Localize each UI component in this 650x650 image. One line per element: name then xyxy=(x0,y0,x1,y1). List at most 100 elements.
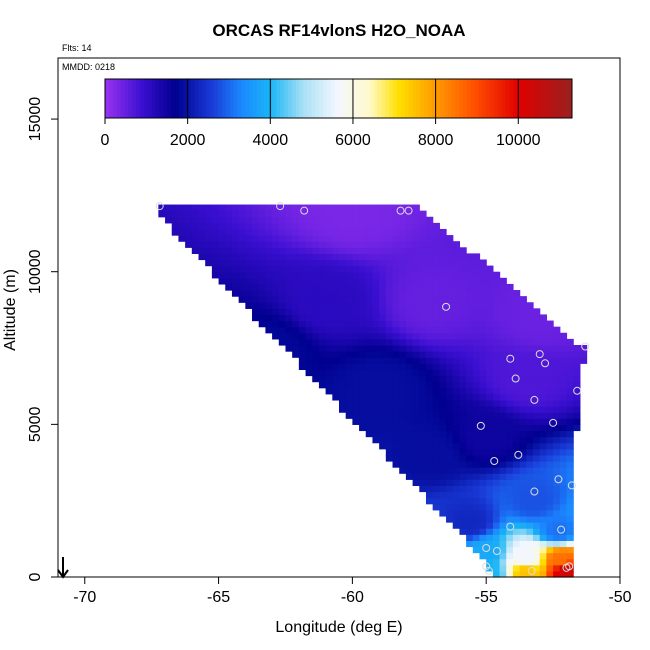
heatmap-cell xyxy=(292,271,300,279)
heatmap-cell xyxy=(292,277,300,285)
heatmap-cell xyxy=(439,277,447,285)
heatmap-cell xyxy=(352,338,360,346)
heatmap-cell xyxy=(519,552,527,560)
heatmap-cell xyxy=(412,442,420,450)
heatmap-cell xyxy=(425,357,434,364)
obs-point xyxy=(404,206,413,215)
heatmap-cell xyxy=(305,271,313,279)
heatmap-cell xyxy=(512,302,521,309)
heatmap-cell xyxy=(466,497,474,505)
heatmap-cell xyxy=(452,406,461,413)
colorbar-segment xyxy=(315,79,320,118)
heatmap-cell xyxy=(252,314,260,322)
heatmap-cell xyxy=(486,369,494,377)
colorbar-segment xyxy=(435,79,441,118)
heatmap-cell xyxy=(553,338,561,346)
heatmap-cell xyxy=(539,509,547,517)
heatmap-cell xyxy=(345,369,353,377)
heatmap-cell xyxy=(519,308,527,316)
heatmap-cell xyxy=(372,436,380,444)
heatmap-cell xyxy=(298,326,307,334)
heatmap-cell xyxy=(325,308,333,316)
heatmap-cell xyxy=(479,424,487,432)
heatmap-cell xyxy=(499,326,507,334)
heatmap-cell xyxy=(526,509,534,517)
heatmap-cell xyxy=(359,326,367,334)
heatmap-cell xyxy=(519,534,527,541)
heatmap-cell xyxy=(439,363,447,370)
heatmap-cell xyxy=(258,259,266,267)
heatmap-cell xyxy=(492,302,501,309)
heatmap-cell xyxy=(425,387,434,395)
colorbar-segment xyxy=(482,79,487,118)
heatmap-cell xyxy=(325,253,333,261)
heatmap-cell xyxy=(546,320,554,328)
heatmap-cell xyxy=(345,241,353,248)
heatmap-cell xyxy=(191,222,200,230)
heatmap-cell xyxy=(519,509,527,517)
heatmap-cell xyxy=(392,442,400,450)
heatmap-cell xyxy=(218,210,226,218)
heatmap-cell xyxy=(419,338,427,346)
heatmap-cell xyxy=(492,271,501,279)
heatmap-cell xyxy=(492,509,501,517)
heatmap-cell xyxy=(372,387,380,395)
heatmap-cell xyxy=(405,473,414,480)
heatmap-cell xyxy=(492,515,501,523)
heatmap-cell xyxy=(412,259,420,267)
heatmap-cell xyxy=(298,363,307,370)
heatmap-cell xyxy=(385,204,394,212)
heatmap-cell xyxy=(405,241,414,248)
heatmap-cell xyxy=(452,277,461,285)
heatmap-cell xyxy=(459,528,467,535)
heatmap-cell xyxy=(285,326,293,334)
heatmap-cell xyxy=(519,418,527,425)
heatmap-cell xyxy=(492,412,501,419)
heatmap-cell xyxy=(539,491,547,499)
heatmap-cell xyxy=(225,228,233,236)
heatmap-cell xyxy=(539,393,547,401)
heatmap-cell xyxy=(318,302,327,309)
heatmap-cell xyxy=(492,552,501,560)
heatmap-cell xyxy=(318,381,327,389)
heatmap-cell xyxy=(345,253,353,261)
heatmap-cell xyxy=(512,509,521,517)
heatmap-cell xyxy=(546,467,554,474)
heatmap-cell xyxy=(419,479,427,487)
heatmap-cell xyxy=(499,357,507,364)
heatmap-cell xyxy=(339,204,347,212)
heatmap-cell xyxy=(211,228,220,236)
heatmap-cell xyxy=(546,436,554,444)
heatmap-cell xyxy=(533,460,541,468)
heatmap-cell xyxy=(252,277,260,285)
heatmap-cell xyxy=(499,570,507,578)
heatmap-cell xyxy=(211,271,220,279)
heatmap-cell xyxy=(178,235,186,242)
heatmap-cell xyxy=(546,381,554,389)
heatmap-cell xyxy=(512,296,521,303)
colorbar-segment xyxy=(513,79,519,118)
heatmap-cell xyxy=(512,485,521,493)
heatmap-cell xyxy=(292,228,300,236)
heatmap-cell xyxy=(292,283,300,291)
heatmap-cell xyxy=(218,204,226,212)
down-arrow-icon xyxy=(57,557,69,579)
heatmap-cell xyxy=(339,277,347,285)
heatmap-cell xyxy=(446,369,454,377)
heatmap-cell xyxy=(432,418,440,425)
heatmap-cell xyxy=(566,448,574,456)
heatmap-cell xyxy=(332,228,340,236)
heatmap-cell xyxy=(559,479,568,487)
heatmap-cell xyxy=(492,418,501,425)
heatmap-cell xyxy=(499,509,507,517)
heatmap-cell xyxy=(359,265,367,273)
heatmap-cell xyxy=(446,241,454,248)
heatmap-cell xyxy=(392,460,400,468)
heatmap-cell xyxy=(352,296,360,303)
heatmap-cell xyxy=(365,241,374,248)
heatmap-cell xyxy=(385,216,394,224)
heatmap-cell xyxy=(459,473,467,480)
colorbar-segment xyxy=(357,79,363,118)
heatmap-cell xyxy=(506,406,514,413)
heatmap-cell xyxy=(318,283,327,291)
